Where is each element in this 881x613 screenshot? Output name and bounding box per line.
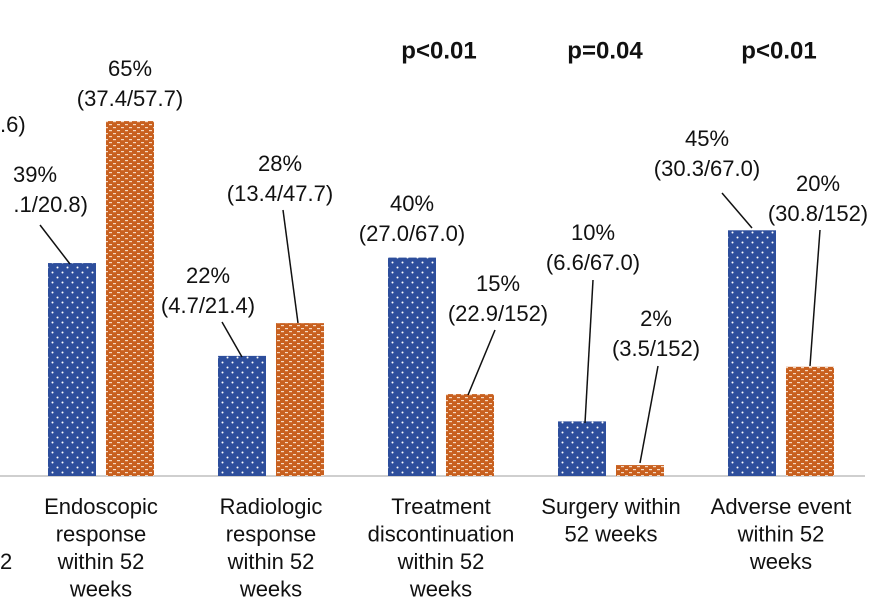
x-tick-label: Endoscopic xyxy=(44,494,158,519)
x-tick-label: Adverse event xyxy=(711,494,852,519)
value-label: 22% xyxy=(186,263,230,288)
ci-label: (30.3/67.0) xyxy=(654,156,760,181)
x-tick-label: weeks xyxy=(409,577,472,602)
value-label: 40% xyxy=(390,191,434,216)
ci-label: (6.6/67.0) xyxy=(546,250,640,275)
leader-line xyxy=(467,329,496,396)
ci-label: (4.7/21.4) xyxy=(161,293,255,318)
ci-label: (3.5/152) xyxy=(612,336,700,361)
value-label: 2% xyxy=(640,306,672,331)
leader-line xyxy=(221,321,243,358)
x-tick-label: weeks xyxy=(749,549,812,574)
bar xyxy=(786,366,834,476)
x-tick-label: weeks xyxy=(69,577,132,602)
value-label: 20% xyxy=(796,171,840,196)
value-label: 45% xyxy=(685,126,729,151)
value-label: 10% xyxy=(571,220,615,245)
bar xyxy=(446,394,494,476)
leader-line xyxy=(809,229,821,367)
bar xyxy=(388,257,436,476)
bar xyxy=(728,230,776,476)
p-value: p<0.01 xyxy=(401,37,476,64)
bar xyxy=(218,355,266,476)
bar xyxy=(106,121,154,476)
value-label: 28% xyxy=(258,151,302,176)
p-value: p<0.01 xyxy=(741,37,816,64)
bar xyxy=(616,465,664,476)
x-tick-label: response xyxy=(56,521,147,546)
p-value: p=0.04 xyxy=(567,37,643,64)
annotation: 2 xyxy=(0,549,12,574)
leader-line xyxy=(39,224,71,265)
ci-label: (13.4/47.7) xyxy=(227,181,333,206)
value-label: 65% xyxy=(108,56,152,81)
x-tick-label: within 52 xyxy=(737,521,825,546)
value-label: 15% xyxy=(476,271,520,296)
ci-label: (37.4/57.7) xyxy=(77,86,183,111)
x-tick-label: response xyxy=(226,521,317,546)
bar xyxy=(48,263,96,476)
x-tick-label: discontinuation xyxy=(368,521,515,546)
leader-line xyxy=(282,209,299,324)
x-tick-label: within 52 xyxy=(227,549,315,574)
bar xyxy=(558,421,606,476)
x-tick-label: Surgery within xyxy=(541,494,680,519)
x-tick-label: within 52 xyxy=(57,549,145,574)
x-tick-label: weeks xyxy=(239,577,302,602)
leader-line xyxy=(584,279,594,424)
x-tick-label: 52 weeks xyxy=(565,521,658,546)
ci-label: (22.9/152) xyxy=(448,301,548,326)
bar xyxy=(276,323,324,476)
value-label: 39% xyxy=(13,162,57,187)
ci-label: (27.0/67.0) xyxy=(359,221,465,246)
x-tick-label: Radiologic xyxy=(220,494,323,519)
leader-line xyxy=(639,365,659,464)
annotation: .6) xyxy=(0,112,26,137)
x-tick-label: Treatment xyxy=(391,494,490,519)
leader-line xyxy=(721,192,753,229)
ci-label: .1/20.8) xyxy=(13,192,88,217)
ci-label: (30.8/152) xyxy=(768,201,868,226)
x-tick-label: within 52 xyxy=(397,549,485,574)
